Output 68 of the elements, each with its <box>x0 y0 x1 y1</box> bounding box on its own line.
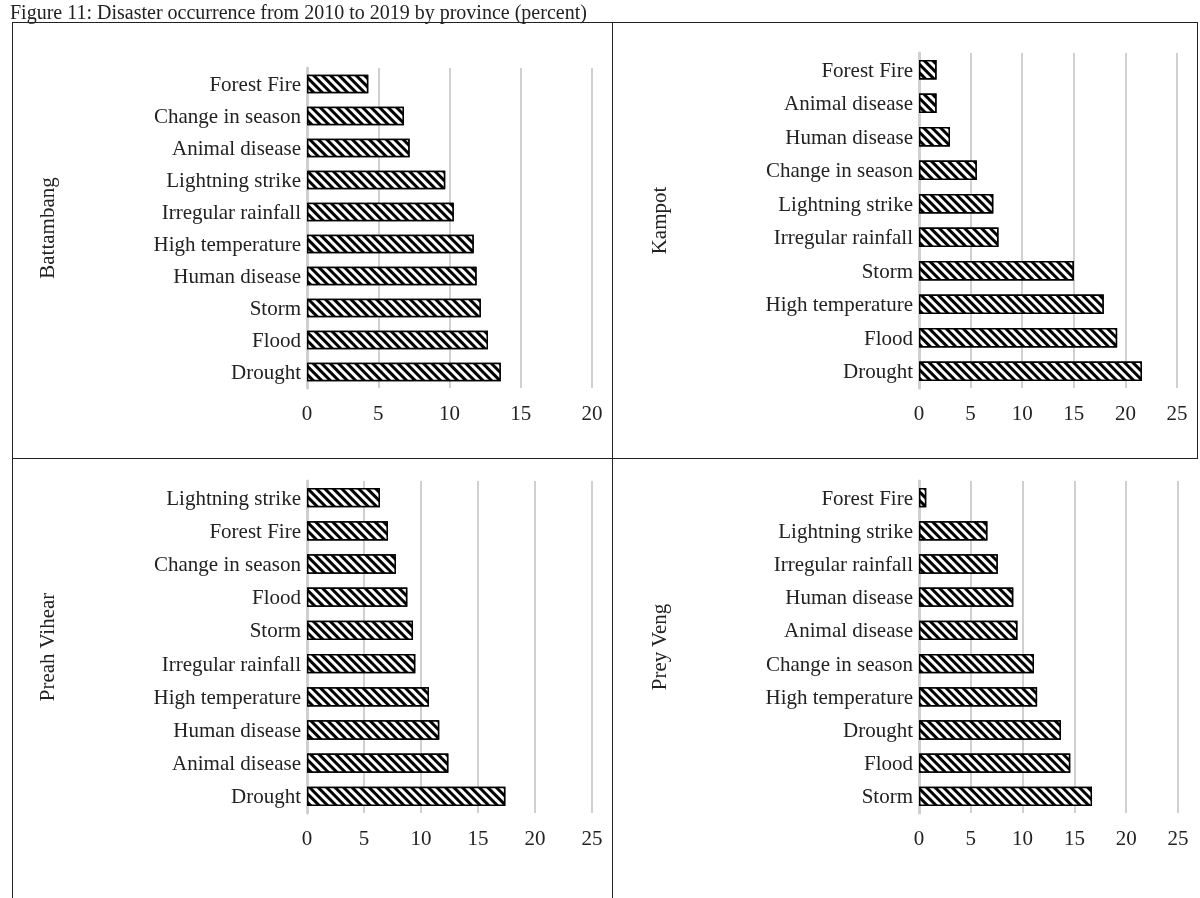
y-tick-label: Human disease <box>785 124 913 149</box>
y-tick-label: Change in season <box>766 158 914 183</box>
y-tick-label: Flood <box>863 751 914 776</box>
y-tick-label: Storm <box>249 618 301 643</box>
y-tick-label: Lightning strike <box>778 191 913 216</box>
y-tick-label: Animal disease <box>172 751 301 776</box>
y-tick-label: Lightning strike <box>166 168 301 192</box>
y-axis-title: Kampot <box>646 186 671 255</box>
x-tick-label: 5 <box>965 400 976 425</box>
x-tick-label: 10 <box>1011 400 1033 425</box>
y-tick-label: Human disease <box>785 585 913 610</box>
y-axis-title: Prey Veng <box>646 603 671 691</box>
x-tick-label: 10 <box>439 400 460 425</box>
y-tick-label: Change in season <box>154 104 302 128</box>
y-tick-label: High temperature <box>153 232 301 256</box>
y-tick-label: Forest Fire <box>821 485 913 510</box>
y-tick-label: High temperature <box>765 292 913 317</box>
x-tick-label: 10 <box>1012 825 1034 850</box>
y-tick-label: Drought <box>843 359 914 384</box>
x-tick-label: 10 <box>410 825 432 850</box>
y-tick-label: Irregular rainfall <box>773 552 914 576</box>
y-tick-label: Irregular rainfall <box>161 651 302 676</box>
y-axis-title: Battambang <box>34 176 59 279</box>
y-tick-label: Animal disease <box>172 136 301 160</box>
x-tick-label: 20 <box>524 825 546 850</box>
x-tick-label: 0 <box>301 400 313 425</box>
y-tick-label: Forest Fire <box>209 518 301 543</box>
y-tick-label: Drought <box>231 784 302 809</box>
y-tick-label: Animal disease <box>784 91 913 116</box>
y-tick-label: Irregular rainfall <box>161 200 302 224</box>
y-tick-label: Lightning strike <box>778 518 913 543</box>
x-tick-label: 5 <box>965 825 977 850</box>
y-tick-label: Change in season <box>766 651 914 676</box>
y-tick-label: High temperature <box>765 684 913 709</box>
x-tick-label: 5 <box>373 400 384 425</box>
y-tick-label: Lightning strike <box>166 485 301 510</box>
x-tick-label: 25 <box>581 825 603 850</box>
y-tick-label: Flood <box>863 325 914 350</box>
y-tick-label: Storm <box>861 784 913 809</box>
y-tick-label: Flood <box>251 328 302 352</box>
x-tick-label: 0 <box>913 825 925 850</box>
x-tick-label: 0 <box>301 825 313 850</box>
x-tick-label: 15 <box>1063 400 1085 425</box>
x-tick-label: 25 <box>1166 400 1188 425</box>
y-tick-label: Forest Fire <box>209 72 301 96</box>
y-tick-label: Forest Fire <box>821 57 913 82</box>
y-tick-label: High temperature <box>153 684 301 709</box>
x-tick-label: 20 <box>1115 825 1137 850</box>
y-axis-title: Preah Vihear <box>34 592 59 702</box>
y-tick-label: Flood <box>251 585 302 610</box>
chart-title: Figure 11: Disaster occurrence from 2010 to 2019 by province (percent) <box>10 1 587 23</box>
x-tick-label: 5 <box>358 825 370 850</box>
y-tick-label: Human disease <box>173 264 301 288</box>
y-tick-label: Human disease <box>173 718 301 742</box>
y-tick-label: Drought <box>843 718 914 742</box>
y-tick-label: Change in season <box>154 552 302 576</box>
x-tick-label: 25 <box>1167 825 1189 850</box>
x-tick-label: 20 <box>581 400 603 425</box>
y-tick-label: Drought <box>231 360 302 384</box>
y-tick-label: Irregular rainfall <box>773 225 914 250</box>
y-tick-label: Animal disease <box>784 618 913 643</box>
x-tick-label: 20 <box>1114 400 1136 425</box>
x-tick-label: 15 <box>510 400 532 425</box>
x-tick-label: 15 <box>467 825 489 850</box>
x-tick-label: 0 <box>913 400 925 425</box>
x-tick-label: 15 <box>1063 825 1085 850</box>
y-tick-label: Storm <box>249 296 301 320</box>
y-tick-label: Storm <box>861 258 913 283</box>
